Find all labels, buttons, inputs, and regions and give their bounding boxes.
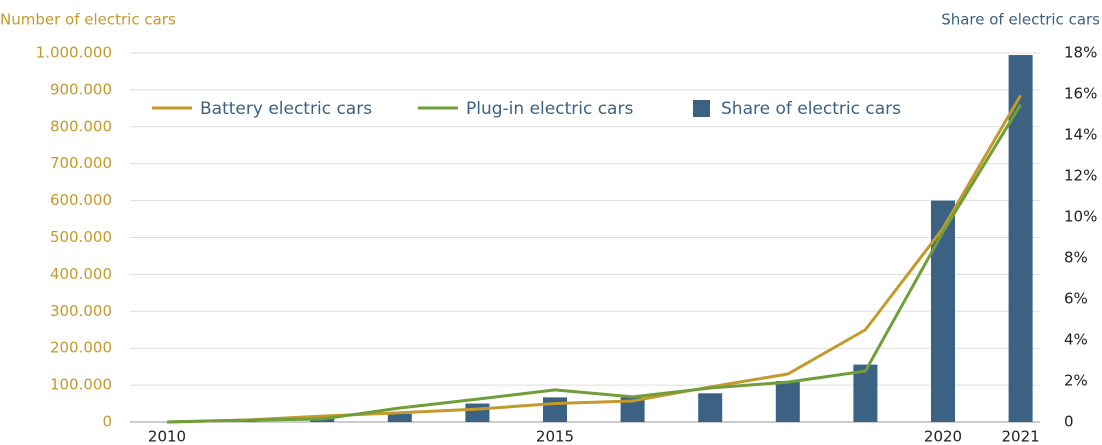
y-tick-label: 200.000 [50,339,112,357]
y2-tick-label: 8% [1064,249,1088,267]
y2-tick-label: 12% [1064,167,1097,185]
bar [698,393,723,422]
y2-tick-label: 10% [1064,208,1097,226]
legend-label: Battery electric cars [200,99,372,119]
x-tick-label: 2010 [148,428,186,445]
y-tick-label: 700.000 [50,154,112,172]
bar [853,364,878,422]
x-tick-label: 2021 [1002,428,1040,445]
bar [775,381,800,422]
x-tick-label: 2020 [924,428,962,445]
legend-swatch [693,100,710,117]
y2-tick-label: 14% [1064,126,1097,144]
legend-label: Share of electric cars [721,99,901,119]
y-tick-label: 900.000 [50,80,112,98]
y2-tick-label: 18% [1064,44,1097,62]
y-tick-label: 600.000 [50,191,112,209]
y-tick-label: 400.000 [50,265,112,283]
y-tick-label: 300.000 [50,302,112,320]
y2-tick-label: 6% [1064,290,1088,308]
line [166,94,1022,424]
y-tick-label: 800.000 [50,117,112,135]
bar [387,413,412,422]
y2-tick-label: 16% [1064,85,1097,103]
x-tick-label: 2015 [536,428,574,445]
y-tick-label: 1.000.000 [36,44,112,62]
legend-label: Plug-in electric cars [466,99,633,119]
y-tick-label: 100.000 [50,376,112,394]
y2-tick-label: 4% [1064,331,1088,349]
bar [465,403,490,422]
y-tick-label: 500.000 [50,228,112,246]
y2-tick-label: 2% [1064,372,1088,390]
bar [543,397,567,422]
y-axis-title: Number of electric cars [0,11,176,29]
y-tick-label: 0 [102,413,112,431]
y2-tick-label: 0 [1064,413,1074,431]
line [166,103,1022,424]
y2-axis-title: Share of electric cars [941,11,1100,29]
